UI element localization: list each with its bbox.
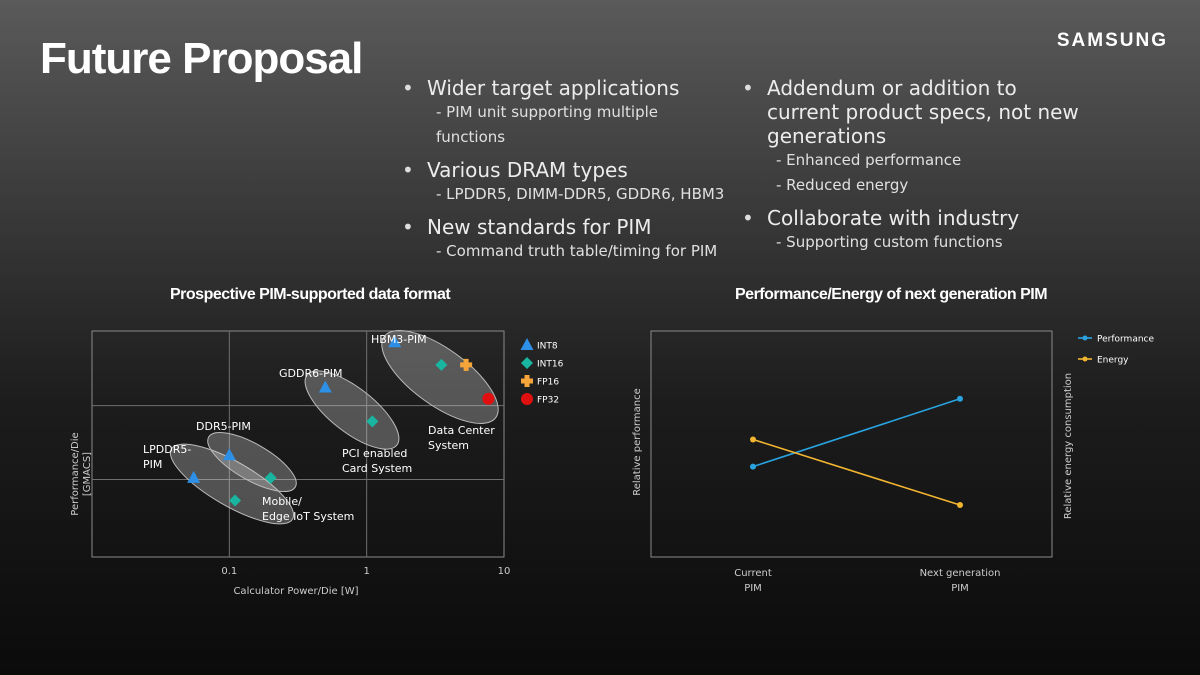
bullet-item: • Addendum or addition to current produc… bbox=[738, 76, 1088, 198]
bullet-item: • Various DRAM types - LPDDR5, DIMM-DDR5… bbox=[398, 158, 728, 207]
bullet-sub: - Supporting custom functions bbox=[776, 233, 1003, 251]
legend-swatch-dot bbox=[1082, 356, 1088, 362]
bullet-list-left: • Wider target applications - PIM unit s… bbox=[398, 76, 728, 272]
bullet-sub: - Command truth table/timing for PIM bbox=[436, 242, 718, 260]
performance-point bbox=[957, 395, 963, 402]
bullet-dot-icon: • bbox=[402, 215, 414, 239]
legend-label: Energy bbox=[1097, 356, 1129, 366]
performance-line bbox=[752, 398, 961, 468]
slide-title: Future Proposal bbox=[40, 34, 363, 83]
plot-area bbox=[650, 330, 1053, 558]
x-tick-label: 0.1 bbox=[221, 566, 237, 577]
x-category-label: Next generation PIM bbox=[920, 568, 1001, 594]
bullet-sub: - LPDDR5, DIMM-DDR5, GDDR6, HBM3 bbox=[436, 185, 725, 203]
bullet-dot-icon: • bbox=[742, 76, 754, 100]
bullet-item: • Wider target applications - PIM unit s… bbox=[398, 76, 728, 150]
group-annotation: GDDR6-PIM bbox=[279, 367, 342, 380]
bullet-dot-icon: • bbox=[402, 76, 414, 100]
bullet-list-right: • Addendum or addition to current produc… bbox=[738, 76, 1088, 263]
bullet-sub: - Enhanced performance bbox=[776, 151, 962, 169]
fp32-point bbox=[521, 393, 533, 405]
plot-area bbox=[91, 330, 505, 558]
group-annotation: Data Center System bbox=[428, 424, 495, 452]
samsung-logo: SAMSUNG bbox=[1056, 30, 1168, 51]
y2-axis-label: Relative energy consumption bbox=[1063, 373, 1074, 519]
y-axis-label: Performance/Die[GMACS] bbox=[70, 432, 93, 515]
x-category-label: Current PIM bbox=[734, 568, 772, 594]
fp32-point bbox=[482, 392, 495, 405]
legend-swatch-dot bbox=[1082, 335, 1088, 341]
energy-line bbox=[752, 438, 961, 506]
int8-point bbox=[520, 338, 534, 350]
scatter-chart: LPDDR5-PIM DDR5-PIM GDDR6-PIM HBM3-PIM Mobil… bbox=[70, 330, 564, 597]
int16-point bbox=[229, 494, 242, 507]
y-axis-label-text: Performance/Die[GMACS] bbox=[70, 432, 93, 515]
scatter-chart-title: Prospective PIM-supported data format bbox=[170, 286, 451, 303]
group-annotation: DDR5-PIM bbox=[196, 420, 251, 433]
group-annotation: HBM3-PIM bbox=[371, 333, 427, 346]
int8-point bbox=[318, 380, 332, 393]
legend-label: INT8 bbox=[537, 342, 558, 352]
legend-label: INT16 bbox=[537, 360, 564, 370]
bullet-main: Addendum or addition to current product … bbox=[767, 76, 1079, 148]
group-annotation: PCI enabled Card System bbox=[342, 447, 412, 475]
fp16-point bbox=[521, 375, 533, 387]
bullet-dot-icon: • bbox=[402, 158, 414, 182]
int8-point bbox=[222, 448, 236, 461]
bullet-sub: - PIM unit supporting multiple functions bbox=[436, 103, 658, 146]
y-axis-label: Relative performance bbox=[632, 388, 643, 496]
bullet-dot-icon: • bbox=[742, 206, 754, 230]
int16-point bbox=[366, 415, 379, 428]
system-region-ellipse bbox=[381, 330, 499, 424]
bullet-main: New standards for PIM bbox=[427, 215, 652, 239]
legend-label: Performance bbox=[1097, 335, 1154, 345]
fp16-point bbox=[460, 358, 473, 371]
energy-point bbox=[957, 502, 963, 509]
int16-point bbox=[435, 358, 448, 371]
bullet-sub: - Reduced energy bbox=[776, 176, 909, 194]
bullet-main: Various DRAM types bbox=[427, 158, 628, 182]
y-axis-label-text: Relative performance bbox=[632, 388, 643, 496]
y2-axis-label-text: Relative energy consumption bbox=[1063, 373, 1074, 519]
x-tick-label: 1 bbox=[363, 566, 369, 577]
int8-point bbox=[388, 335, 402, 348]
legend-label: FP16 bbox=[537, 378, 559, 388]
bullet-item: • Collaborate with industry - Supporting… bbox=[738, 206, 1088, 255]
int16-point bbox=[264, 471, 277, 484]
system-region-ellipse bbox=[169, 443, 295, 525]
group-annotation: Mobile/Edge IoT System bbox=[262, 495, 354, 523]
bullet-main: Collaborate with industry bbox=[767, 206, 1020, 230]
bullet-item: • New standards for PIM - Command truth … bbox=[398, 215, 728, 264]
legend-label: FP32 bbox=[537, 396, 559, 406]
line-chart-title: Performance/Energy of next generation PI… bbox=[735, 286, 1048, 303]
bullet-main: Wider target applications bbox=[427, 76, 680, 100]
int8-point bbox=[187, 470, 201, 483]
x-axis-label: Calculator Power/Die [W] bbox=[233, 586, 358, 597]
line-chart: Current PIM Next generation PIM Relative per… bbox=[632, 330, 1154, 594]
group-annotation: LPDDR5-PIM bbox=[143, 443, 191, 471]
x-tick-label: 10 bbox=[498, 566, 511, 577]
int16-point bbox=[521, 357, 533, 369]
performance-point bbox=[750, 463, 756, 470]
energy-point bbox=[750, 436, 756, 443]
